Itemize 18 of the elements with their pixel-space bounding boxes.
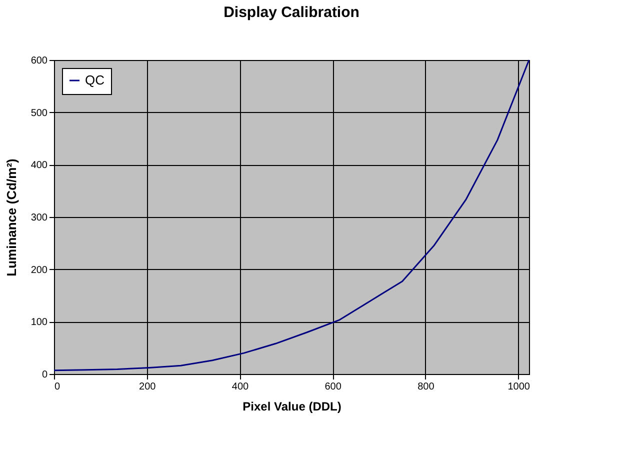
y-tick-label: 100 — [30, 317, 48, 328]
y-tick-label: 500 — [30, 108, 48, 119]
x-tick-label: 200 — [139, 382, 156, 392]
y-axis-title: Luminance (Cd/m²) — [4, 158, 19, 276]
y-tick-label: 600 — [30, 56, 48, 66]
y-tick-label: 0 — [42, 370, 48, 380]
x-tick-label: 1000 — [508, 382, 530, 392]
x-axis-title: Pixel Value (DDL) — [242, 400, 342, 414]
x-tick-label: 0 — [54, 382, 60, 392]
x-tick-label: 400 — [232, 382, 250, 392]
y-tick-label: 200 — [30, 264, 48, 276]
line-series — [53, 59, 530, 372]
x-tick-label: 800 — [418, 382, 435, 392]
y-tick-label: 300 — [30, 212, 48, 224]
legend-label: QC — [85, 72, 104, 88]
chart-title: Display Calibration — [224, 4, 360, 21]
x-tick-label: 600 — [324, 382, 342, 392]
y-tick-label: 400 — [30, 160, 48, 172]
